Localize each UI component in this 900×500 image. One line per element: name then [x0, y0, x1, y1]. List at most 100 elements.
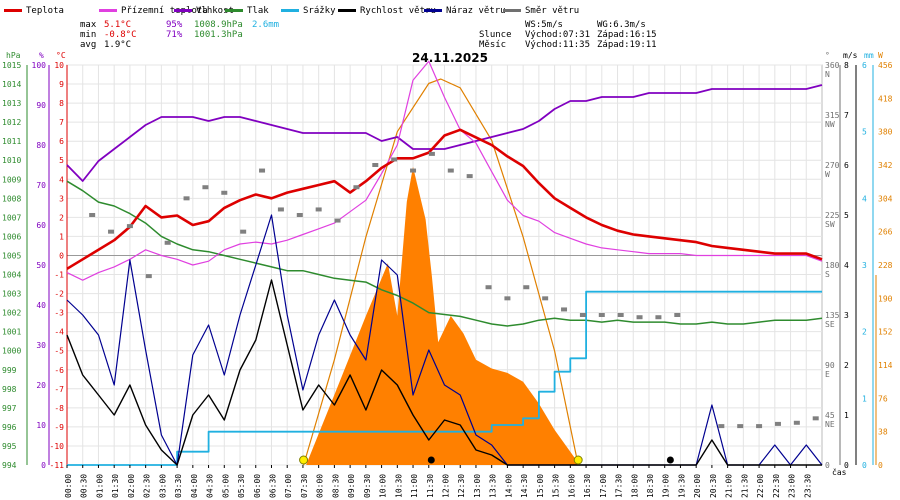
pressure-tick-label: 1011	[2, 137, 21, 146]
pressure-tick-label: 1014	[2, 80, 21, 89]
stats-min-press: 1001.3hPa	[194, 30, 243, 40]
rain-tick-label: 2	[862, 328, 867, 337]
solar-tick-label: 38	[878, 428, 888, 437]
sun-elevation-curve	[303, 78, 579, 466]
x-tick-label: 09:00	[347, 474, 356, 498]
direction-tick-label: 90	[825, 361, 835, 370]
rain-series	[67, 290, 822, 466]
x-tick-label: 12:00	[442, 474, 451, 498]
legend-swatch-srazky	[281, 9, 299, 12]
wind-direction-point	[428, 151, 435, 156]
legend-label-smer-vetru: Směr větru	[525, 6, 579, 16]
humidity-tick-label: 40	[36, 301, 46, 310]
x-tick-label: 07:30	[300, 474, 309, 498]
x-axis: 00:00 00:30 01:00 01:30 02:00 02:30 03:00 03:30…	[64, 465, 812, 498]
x-tick-label: 00:00	[64, 474, 73, 498]
x-tick-label: 07:00	[284, 474, 293, 498]
wind-direction-point	[240, 229, 247, 234]
wind-tick-label: 6	[844, 161, 849, 170]
rain-tick-label: 3	[862, 261, 867, 270]
axis-unit-labels: hPa % °C ° m/s mm W	[6, 51, 883, 60]
x-tick-label: 22:30	[772, 474, 781, 498]
x-tick-label: 09:30	[363, 474, 372, 498]
solar-tick-label: 0	[878, 461, 883, 470]
pressure-tick-label: 995	[2, 442, 17, 451]
legend: Teplota Přízemní teplota Vlhkost Tlak Sr…	[4, 6, 579, 16]
x-tick-label: 15:30	[552, 474, 561, 498]
direction-tick-label: 180	[825, 261, 840, 270]
temperature-tick-label: -7	[54, 385, 64, 394]
wind-direction-point	[617, 313, 624, 317]
wind-direction-point	[466, 174, 473, 179]
x-tick-label: 08:00	[316, 474, 325, 498]
x-tick-label: 15:00	[536, 474, 545, 498]
stats-max-label: max	[80, 20, 97, 30]
legend-label-tlak: Tlak	[247, 6, 269, 16]
series-layer	[66, 60, 823, 466]
pressure-tick-label: 996	[2, 423, 17, 432]
wind-direction-point	[737, 424, 744, 429]
axis-unit-direction: °	[825, 51, 830, 60]
sun-rise: Východ:07:31	[525, 30, 590, 40]
legend-item-smer-vetru: Směr větru	[503, 6, 579, 16]
wind-direction-point	[315, 207, 322, 212]
humidity-tick-label: 70	[36, 181, 46, 190]
temperature-tick-label: 0	[59, 251, 64, 260]
wind-tick-label: 1	[844, 411, 849, 420]
legend-label-teplota: Teplota	[26, 6, 64, 16]
wind-direction-point	[259, 168, 266, 173]
temperature-tick-label: -5	[54, 347, 64, 356]
temperature-tick-label: 3	[59, 194, 64, 203]
solar-layer	[303, 78, 580, 466]
moon-marker	[666, 456, 674, 464]
left-axes: 1015101410131012101110101009100810071006…	[2, 61, 68, 470]
pressure-tick-label: 1001	[2, 328, 21, 337]
humidity-tick-label: 50	[36, 261, 46, 270]
temperature-tick-label: -10	[50, 442, 65, 451]
x-tick-label: 16:30	[583, 474, 592, 498]
wind-tick-label: 0	[844, 461, 849, 470]
temperature-tick-label: -2	[54, 290, 64, 299]
x-tick-label: 01:30	[111, 474, 120, 498]
pressure-tick-label: 998	[2, 385, 17, 394]
humidity-tick-label: 0	[41, 461, 46, 470]
stats-avg-label: avg	[80, 40, 96, 50]
wind-direction-point	[372, 163, 379, 167]
pressure-tick-label: 1000	[2, 347, 21, 356]
moon-rise: Východ:11:35	[525, 40, 590, 50]
legend-label-naraz-vetru: Náraz větru	[446, 6, 506, 16]
x-tick-label: 11:00	[410, 474, 419, 498]
right-axes: 360N315NW270W225SW180S135SE90E45NE087654…	[825, 61, 893, 470]
wind-tick-label: 3	[844, 311, 849, 320]
solar-tick-label: 190	[878, 294, 893, 303]
x-tick-label: 02:00	[127, 474, 136, 498]
pressure-tick-label: 997	[2, 404, 17, 413]
direction-tick-compass: W	[825, 170, 830, 179]
sun-marker	[573, 455, 583, 465]
stats-max-temp: 5.1°C	[104, 20, 131, 30]
x-tick-label: 03:30	[174, 474, 183, 498]
wind-tick-label: 8	[844, 61, 849, 70]
stats-block: max 5.1°C 95% 1008.9hPa 2.6mm min -0.8°C…	[80, 20, 279, 50]
axis-unit-humidity: %	[39, 51, 44, 60]
direction-tick-label: 225	[825, 211, 840, 220]
humidity-tick-label: 80	[36, 141, 46, 150]
stats-max-rain: 2.6mm	[252, 20, 279, 30]
pressure-tick-label: 1008	[2, 194, 21, 203]
wind-direction-point	[504, 296, 511, 301]
pressure-tick-label: 1009	[2, 175, 21, 184]
legend-item-teplota: Teplota	[4, 6, 64, 16]
x-tick-label: 02:30	[143, 474, 152, 498]
solar-tick-label: 456	[878, 61, 893, 70]
pressure-tick-label: 1003	[2, 290, 21, 299]
x-tick-label: 20:00	[693, 474, 702, 498]
temperature-tick-label: -9	[54, 423, 64, 432]
x-tick-label: 05:30	[237, 474, 246, 498]
pressure-tick-label: 999	[2, 366, 17, 375]
x-tick-label: 05:00	[221, 474, 230, 498]
sun-set: Západ:16:15	[597, 30, 657, 40]
wind-direction-point	[447, 168, 454, 173]
stats-max-press: 1008.9hPa	[194, 20, 243, 30]
pressure-tick-label: 1002	[2, 309, 21, 318]
solar-tick-label: 76	[878, 394, 888, 403]
